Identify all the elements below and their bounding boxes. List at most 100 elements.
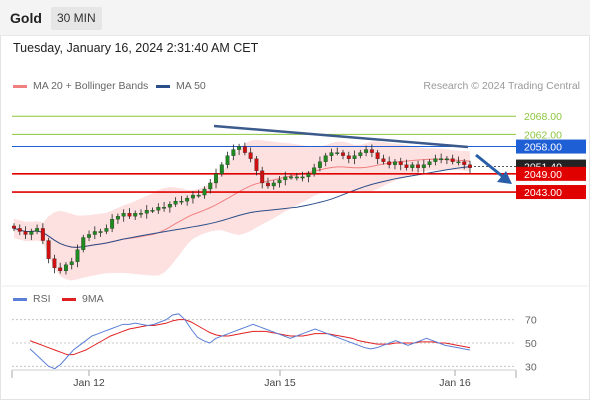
candle-body xyxy=(167,204,172,208)
candle-body xyxy=(242,146,247,153)
legend-ma50: MA 50 xyxy=(156,80,206,92)
ma20-swatch xyxy=(13,84,27,88)
legend-ma50-label: MA 50 xyxy=(176,80,206,92)
candle-body xyxy=(312,167,317,174)
legend-9ma: 9MA xyxy=(62,293,104,305)
candle-body xyxy=(104,228,109,232)
candle-body xyxy=(81,237,86,250)
candle-body xyxy=(110,219,115,229)
rsi-line xyxy=(29,313,471,370)
candle-body xyxy=(248,152,253,159)
toolbar: Gold 30 MIN xyxy=(0,0,590,36)
candle-body xyxy=(150,210,155,212)
candle-body xyxy=(63,264,68,272)
candle-body xyxy=(231,149,236,156)
candle-body xyxy=(375,152,380,159)
legend-rsi: RSI xyxy=(13,293,51,305)
candle-body xyxy=(289,176,294,179)
ma50-swatch xyxy=(156,84,170,88)
rsi-level-label: 30 xyxy=(525,361,537,373)
candle-body xyxy=(294,176,299,179)
candle-body xyxy=(139,213,143,215)
candle-body xyxy=(398,161,403,165)
ma50-line xyxy=(13,166,471,248)
timeframe-tab[interactable]: 30 MIN xyxy=(51,7,102,30)
candle-body xyxy=(393,161,397,165)
level-label: 2043.00 xyxy=(524,187,562,199)
candle-body xyxy=(410,164,415,168)
candle-body xyxy=(329,152,334,156)
candle-body xyxy=(196,194,201,197)
bollinger-band xyxy=(14,139,470,281)
candle-body xyxy=(369,149,374,153)
candle-body xyxy=(387,161,392,165)
candle-body xyxy=(260,170,265,184)
candle-body xyxy=(190,194,195,199)
candle-body xyxy=(300,176,305,179)
candle-body xyxy=(23,231,28,235)
candle-body xyxy=(219,164,224,174)
level-tag-bg xyxy=(516,166,586,181)
candle-body xyxy=(144,210,149,214)
candle-body xyxy=(352,155,357,159)
candle-body xyxy=(450,158,455,162)
candle-body xyxy=(358,152,363,156)
candle-body xyxy=(17,228,22,232)
symbol-label: Gold xyxy=(10,10,42,26)
candle-body xyxy=(346,155,351,159)
candle-body xyxy=(225,155,230,165)
level-tag-bg xyxy=(516,185,586,200)
time-tick-label: Jan 12 xyxy=(73,377,105,389)
forecast-arrow-head xyxy=(497,171,512,184)
candle-body xyxy=(98,231,103,233)
candle-body xyxy=(456,161,461,164)
rsi-9ma-line xyxy=(29,319,471,356)
candle-body xyxy=(283,176,288,181)
candle-body xyxy=(162,207,167,209)
candle-body xyxy=(115,216,120,220)
chart-datetime: Tuesday, January 16, 2024 2:31:40 AM CET xyxy=(13,41,259,55)
candle-body xyxy=(416,164,421,168)
candle-body xyxy=(52,258,57,268)
candle-body xyxy=(185,197,190,202)
level-label: 2062.00 xyxy=(524,129,562,141)
candle-body xyxy=(404,164,409,168)
candle-body xyxy=(69,261,74,265)
candle-body xyxy=(58,267,63,272)
candle-body xyxy=(87,234,91,238)
candle-body xyxy=(127,213,132,217)
candle-body xyxy=(35,228,40,232)
legend-ma20: MA 20 + Bollinger Bands xyxy=(13,80,148,92)
candle-body xyxy=(433,158,438,162)
candle-body xyxy=(421,164,426,168)
forecast-arrow xyxy=(475,153,508,182)
legend-rsi-label: RSI xyxy=(33,293,51,305)
candle-body xyxy=(40,228,45,241)
candle-body xyxy=(277,179,282,184)
rsi-swatch xyxy=(13,297,27,301)
candle-body xyxy=(462,161,467,165)
candle-body xyxy=(12,225,16,229)
candle-body xyxy=(266,182,270,187)
candle-body xyxy=(208,182,213,190)
level-label: 2049.00 xyxy=(524,169,562,181)
candle-body xyxy=(271,182,276,187)
candle-body xyxy=(133,213,138,217)
candle-body xyxy=(468,164,472,168)
candle-body xyxy=(121,213,126,217)
candle-body xyxy=(341,152,345,156)
candle-body xyxy=(156,207,161,211)
candle-body xyxy=(75,249,80,262)
legend-ma20-label: MA 20 + Bollinger Bands xyxy=(33,80,149,92)
candle-body xyxy=(92,231,97,235)
trendline xyxy=(213,124,469,149)
candle-body xyxy=(46,240,51,259)
level-label: 2068.00 xyxy=(524,111,562,123)
candle-body xyxy=(29,231,34,235)
candle-body xyxy=(317,161,322,168)
candle-body xyxy=(439,158,444,161)
time-tick-label: Jan 15 xyxy=(264,377,296,389)
candle-body xyxy=(173,200,178,205)
candle-body xyxy=(237,146,242,150)
